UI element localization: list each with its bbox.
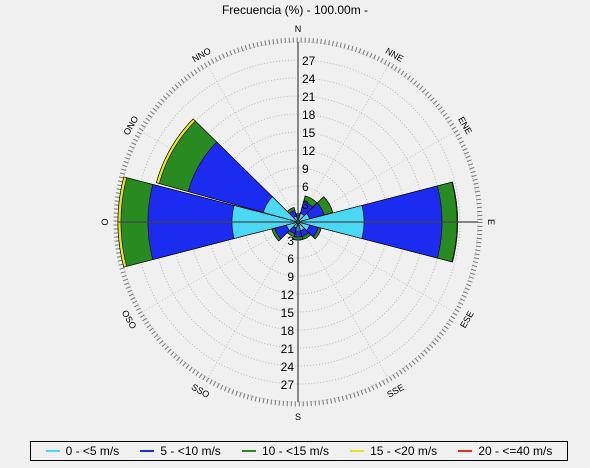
radial-tick-label-north: 3 [302, 198, 309, 212]
direction-label-ese: ESE [458, 309, 476, 330]
sector-ONO-bin-0 [262, 196, 300, 223]
radial-tick-label-north: 6 [302, 180, 309, 194]
legend-swatch [241, 450, 256, 452]
grid-spoke [207, 221, 299, 379]
radial-tick-label-north: 21 [302, 90, 316, 104]
radial-tick-label-north: 9 [302, 162, 309, 176]
radial-tick-label-south: 3 [287, 234, 294, 248]
grid-spoke [297, 221, 389, 379]
direction-label-n: N [295, 24, 302, 34]
radial-tick-label-north: 15 [302, 126, 316, 140]
radial-tick-label-north: 24 [302, 72, 316, 86]
legend-item: 0 - <5 m/s [45, 444, 120, 458]
chart-title: Frecuencia (%) - 100.00m - [221, 3, 369, 17]
legend-label: 5 - <10 m/s [160, 444, 221, 458]
direction-label-nno: NNO [190, 46, 212, 65]
radial-tick-label-south: 9 [287, 270, 294, 284]
direction-label-ono: ONO [121, 114, 140, 137]
wind-rose-chart: 3 3 6 6 9 9 12 12 15 15 18 18 21 21 24 24 27 27 N NNE ENE E ES… [100, 24, 496, 422]
legend-label: 10 - <15 m/s [261, 444, 329, 458]
legend-label: 15 - <20 m/s [370, 444, 438, 458]
direction-label-o: O [100, 218, 110, 225]
legend: 0 - <5 m/s 5 - <10 m/s 10 - <15 m/s 15 - <2… [30, 441, 568, 461]
legend-label: 0 - <5 m/s [65, 444, 120, 458]
direction-label-sse: SSE [385, 382, 406, 400]
direction-label-oso: OSO [120, 308, 139, 330]
legend-item: 10 - <15 m/s [241, 444, 329, 458]
radial-tick-label-south: 15 [281, 306, 295, 320]
grid-spoke [297, 221, 455, 313]
radial-tick-label-north: 27 [302, 54, 316, 68]
legend-swatch [140, 450, 155, 452]
legend-swatch [350, 450, 365, 452]
sector-NNO-bin-0 [293, 215, 299, 224]
grid-spoke [207, 65, 299, 223]
grid-spoke [141, 221, 299, 313]
radial-tick-label-north: 18 [302, 108, 316, 122]
legend-swatch [458, 450, 473, 452]
legend-item: 20 - <=40 m/s [458, 444, 552, 458]
radial-tick-label-south: 24 [281, 360, 295, 374]
legend-label: 20 - <=40 m/s [478, 444, 553, 458]
direction-label-s: S [295, 412, 301, 422]
radial-tick-label-north: 12 [302, 144, 316, 158]
direction-label-nne: NNE [384, 46, 405, 64]
radial-tick-label-south: 18 [281, 324, 295, 338]
direction-label-ene: ENE [456, 115, 474, 136]
legend-swatch [45, 450, 60, 452]
direction-label-sso: SSO [190, 382, 211, 400]
legend-item: 15 - <20 m/s [350, 444, 437, 458]
grid-spoke [297, 65, 389, 223]
direction-label-e: E [486, 219, 496, 225]
outer-tick-ring [113, 37, 483, 407]
radial-tick-label-south: 27 [281, 378, 295, 392]
radial-tick-label-south: 6 [287, 252, 294, 266]
legend-item: 5 - <10 m/s [140, 444, 221, 458]
radial-tick-label-south: 12 [281, 288, 295, 302]
radial-tick-label-south: 21 [281, 342, 295, 356]
